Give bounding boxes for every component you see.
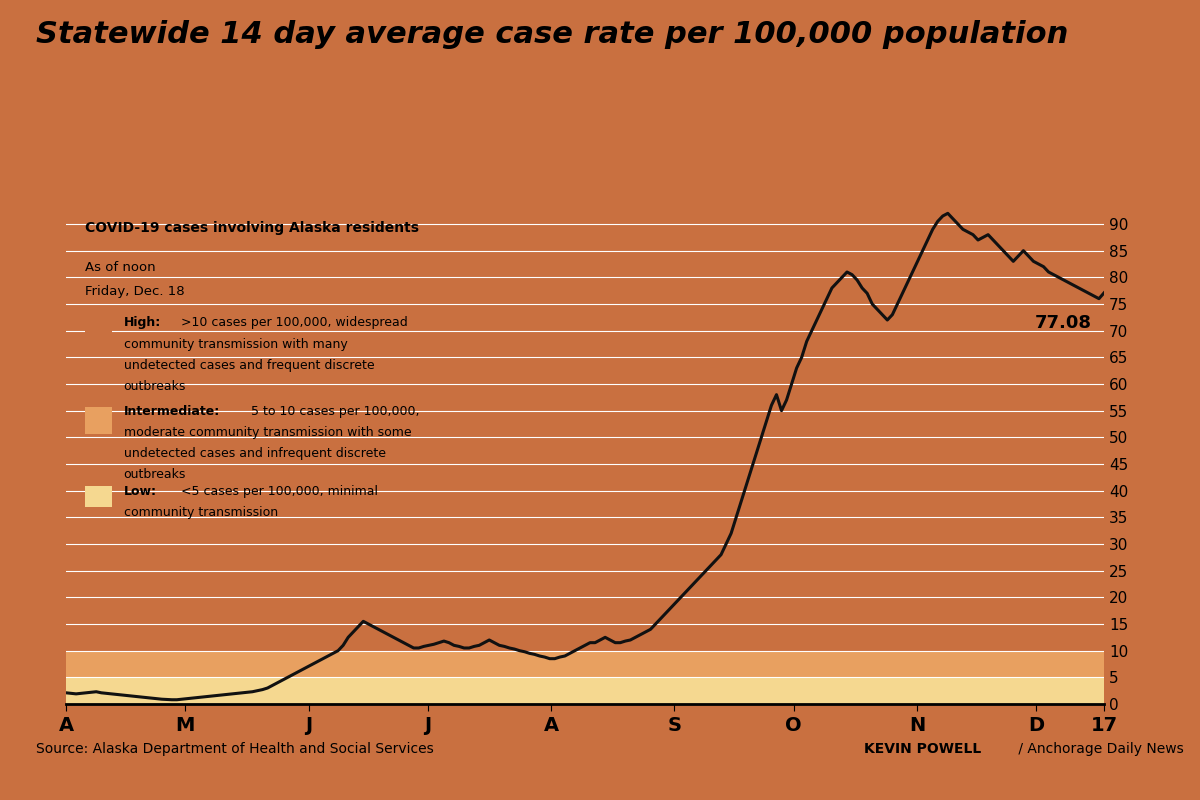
- Text: moderate community transmission with some: moderate community transmission with som…: [124, 426, 412, 439]
- Text: Intermediate:: Intermediate:: [124, 405, 220, 418]
- Text: / Anchorage Daily News: / Anchorage Daily News: [1014, 742, 1183, 756]
- Text: As of noon: As of noon: [85, 261, 156, 274]
- Bar: [66, 208, 1104, 650]
- Text: Statewide 14 day average case rate per 100,000 population: Statewide 14 day average case rate per 1…: [36, 20, 1068, 49]
- Text: outbreaks: outbreaks: [124, 469, 186, 482]
- Bar: [85, 406, 112, 434]
- Text: undetected cases and infrequent discrete: undetected cases and infrequent discrete: [124, 447, 385, 460]
- Text: <5 cases per 100,000, minimal: <5 cases per 100,000, minimal: [181, 485, 378, 498]
- Text: community transmission: community transmission: [124, 506, 277, 519]
- Text: Friday, Dec. 18: Friday, Dec. 18: [85, 285, 185, 298]
- Text: community transmission with many: community transmission with many: [124, 338, 347, 350]
- Bar: [66, 650, 1104, 678]
- Text: Low:: Low:: [124, 485, 156, 498]
- Text: Source: Alaska Department of Health and Social Services: Source: Alaska Department of Health and …: [36, 742, 433, 756]
- Text: outbreaks: outbreaks: [124, 380, 186, 394]
- Text: KEVIN POWELL: KEVIN POWELL: [864, 742, 982, 756]
- Bar: [85, 486, 112, 507]
- Text: undetected cases and frequent discrete: undetected cases and frequent discrete: [124, 359, 374, 372]
- Text: High:: High:: [124, 317, 161, 330]
- Text: 77.08: 77.08: [1036, 314, 1092, 332]
- Bar: [66, 678, 1104, 704]
- Text: 5 to 10 cases per 100,000,: 5 to 10 cases per 100,000,: [251, 405, 419, 418]
- Text: >10 cases per 100,000, widespread: >10 cases per 100,000, widespread: [181, 317, 408, 330]
- Text: COVID-19 cases involving Alaska residents: COVID-19 cases involving Alaska resident…: [85, 221, 419, 235]
- Bar: [85, 318, 112, 346]
